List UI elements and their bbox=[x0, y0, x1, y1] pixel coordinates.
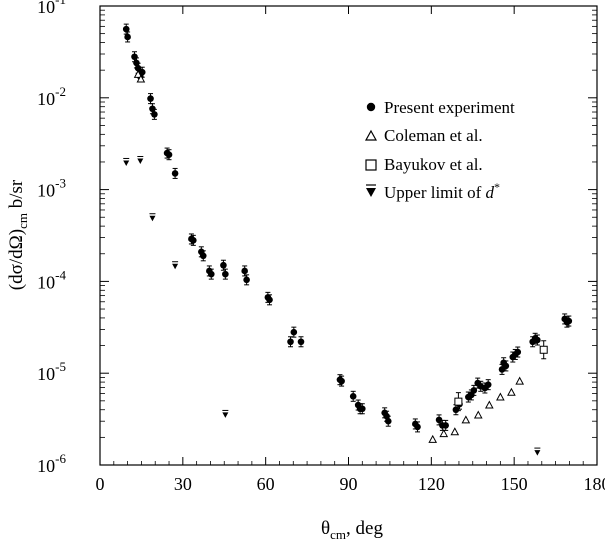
x-tick-label: 120 bbox=[418, 474, 445, 494]
y-tick-label: 10-3 bbox=[37, 176, 66, 201]
legend-label-present-experiment: Present experiment bbox=[384, 98, 515, 117]
point-coleman bbox=[450, 427, 460, 436]
x-tick-label: 0 bbox=[96, 474, 105, 494]
x-tick-label: 90 bbox=[340, 474, 358, 494]
point-upper-limit bbox=[172, 263, 179, 270]
legend-label-bayukov: Bayukov et al. bbox=[384, 155, 483, 174]
legend-label-upper-limit: Upper limit of d* bbox=[384, 180, 500, 202]
point-present-experiment bbox=[502, 362, 510, 370]
point-coleman bbox=[515, 376, 525, 385]
point-upper-limit bbox=[534, 450, 541, 456]
x-axis-title: θcm, deg bbox=[321, 518, 383, 542]
y-axis-title: (dσ/dΩ)cm b/sr bbox=[6, 179, 30, 290]
point-coleman bbox=[484, 400, 494, 409]
point-present-experiment bbox=[384, 417, 392, 425]
x-tick-label: 180 bbox=[584, 474, 605, 494]
point-present-experiment bbox=[243, 276, 250, 284]
point-present-experiment bbox=[470, 387, 478, 394]
point-upper-limit bbox=[222, 412, 229, 418]
legend-label-coleman: Coleman et al. bbox=[384, 126, 483, 145]
point-present-experiment bbox=[266, 296, 273, 304]
point-present-experiment bbox=[222, 270, 229, 278]
data-points bbox=[122, 23, 573, 456]
point-present-experiment bbox=[435, 416, 443, 424]
point-present-experiment bbox=[359, 405, 366, 413]
point-present-experiment bbox=[122, 25, 130, 33]
point-present-experiment bbox=[165, 151, 173, 158]
point-present-experiment bbox=[147, 95, 154, 102]
y-tick-label: 10-4 bbox=[37, 267, 66, 292]
y-tick-label: 10-6 bbox=[37, 451, 66, 476]
point-bayukov bbox=[539, 345, 548, 354]
legend-marker-coleman bbox=[364, 129, 378, 141]
point-coleman bbox=[507, 387, 516, 396]
point-present-experiment bbox=[338, 377, 345, 385]
point-present-experiment bbox=[514, 348, 522, 356]
y-axis: 10-6 10-5 10-4 10-3 10-2 10-1 bbox=[37, 0, 597, 476]
point-upper-limit bbox=[123, 160, 130, 166]
y-tick-label: 10-2 bbox=[37, 84, 66, 109]
y-tick-label: 10-1 bbox=[37, 0, 66, 17]
point-present-experiment bbox=[207, 270, 215, 278]
legend: Present experiment Coleman et al. Bayuko… bbox=[364, 98, 515, 202]
y-tick-label: 10-5 bbox=[37, 359, 66, 384]
point-coleman bbox=[439, 429, 449, 438]
point-present-experiment bbox=[199, 252, 207, 260]
legend-marker-upper-limit bbox=[366, 184, 376, 197]
point-present-experiment bbox=[484, 381, 492, 388]
point-coleman bbox=[133, 69, 143, 78]
point-present-experiment bbox=[565, 317, 573, 325]
point-present-experiment bbox=[442, 422, 449, 429]
point-present-experiment bbox=[220, 261, 227, 269]
point-coleman bbox=[473, 410, 483, 419]
point-present-experiment bbox=[287, 338, 294, 346]
point-present-experiment bbox=[534, 336, 541, 344]
point-present-experiment bbox=[241, 267, 248, 275]
point-upper-limit bbox=[149, 215, 156, 222]
point-present-experiment bbox=[414, 423, 421, 431]
point-present-experiment bbox=[138, 68, 146, 76]
point-present-experiment bbox=[134, 64, 142, 72]
x-axis: 0 30 60 90 120 150 180 bbox=[96, 6, 605, 494]
point-present-experiment bbox=[190, 237, 197, 244]
point-present-experiment bbox=[290, 328, 298, 336]
point-upper-limit bbox=[137, 158, 144, 165]
point-coleman bbox=[428, 434, 438, 443]
point-present-experiment bbox=[297, 338, 305, 346]
legend-marker-present-experiment bbox=[366, 102, 376, 112]
point-bayukov bbox=[454, 397, 463, 406]
point-present-experiment bbox=[151, 111, 158, 118]
point-present-experiment bbox=[349, 393, 357, 400]
x-tick-label: 60 bbox=[257, 474, 275, 494]
point-coleman bbox=[496, 392, 505, 401]
point-coleman bbox=[461, 415, 471, 424]
point-present-experiment bbox=[452, 406, 460, 414]
point-present-experiment bbox=[124, 33, 131, 41]
point-coleman bbox=[136, 74, 146, 83]
point-present-experiment bbox=[171, 170, 179, 177]
x-tick-label: 30 bbox=[174, 474, 192, 494]
x-tick-label: 150 bbox=[501, 474, 528, 494]
legend-marker-bayukov bbox=[365, 159, 377, 171]
plot-frame bbox=[99, 5, 598, 466]
